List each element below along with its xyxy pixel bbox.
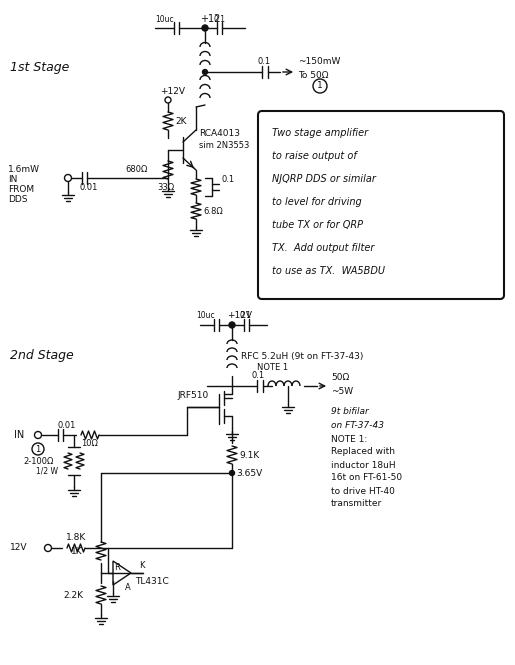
Text: 1st Stage: 1st Stage [10, 61, 70, 74]
Text: 50Ω: 50Ω [331, 372, 349, 382]
Text: 0.1: 0.1 [240, 311, 252, 321]
Text: IN: IN [14, 430, 24, 440]
Text: 10uc: 10uc [196, 311, 215, 321]
Text: 1: 1 [36, 444, 41, 454]
Text: 0.1: 0.1 [252, 372, 265, 380]
Text: +12V: +12V [160, 86, 185, 96]
Text: 6.8Ω: 6.8Ω [203, 207, 223, 215]
Text: to level for driving: to level for driving [272, 197, 362, 207]
Text: NJQRP DDS or similar: NJQRP DDS or similar [272, 174, 376, 184]
Text: 0.01: 0.01 [79, 182, 97, 192]
Text: NOTE 1:: NOTE 1: [331, 434, 367, 444]
Text: 0.1: 0.1 [221, 176, 234, 184]
Text: tube TX or for QRP: tube TX or for QRP [272, 220, 363, 230]
Text: 1.6mW: 1.6mW [8, 166, 40, 174]
Text: RFC 5.2uH (9t on FT-37-43): RFC 5.2uH (9t on FT-37-43) [241, 352, 364, 362]
Text: 1: 1 [317, 82, 323, 90]
Text: 0.01: 0.01 [57, 420, 75, 430]
Text: 1K: 1K [72, 547, 83, 555]
Text: TL431C: TL431C [135, 577, 169, 585]
Circle shape [202, 70, 208, 74]
Text: +12: +12 [200, 14, 220, 24]
Text: to drive HT-40: to drive HT-40 [331, 487, 395, 495]
Circle shape [230, 323, 234, 327]
Text: 0.1: 0.1 [213, 15, 225, 23]
Text: FROM: FROM [8, 186, 34, 194]
Circle shape [230, 471, 234, 475]
Text: 1.8K: 1.8K [66, 533, 86, 543]
Text: to raise output of: to raise output of [272, 151, 357, 161]
Text: NOTE 1: NOTE 1 [257, 362, 288, 372]
Text: 1/2 W: 1/2 W [36, 467, 58, 475]
FancyBboxPatch shape [258, 111, 504, 299]
Text: 2K: 2K [175, 116, 186, 126]
Text: To 50Ω: To 50Ω [298, 72, 329, 80]
Text: R: R [114, 563, 120, 571]
Text: 10uc: 10uc [155, 15, 174, 23]
Circle shape [202, 25, 208, 31]
Text: 12V: 12V [10, 543, 27, 553]
Text: IN: IN [8, 176, 18, 184]
Text: 2.2K: 2.2K [63, 591, 83, 600]
Text: to use as TX.  WA5BDU: to use as TX. WA5BDU [272, 266, 385, 276]
Text: 0.1: 0.1 [257, 57, 270, 66]
Text: sim 2N3553: sim 2N3553 [199, 140, 249, 150]
Text: Two stage amplifier: Two stage amplifier [272, 128, 368, 138]
Text: 680Ω: 680Ω [126, 166, 148, 174]
Text: RCA4013: RCA4013 [199, 130, 240, 138]
Text: TX.  Add output filter: TX. Add output filter [272, 243, 374, 253]
Text: ~5W: ~5W [331, 386, 353, 396]
Text: ~150mW: ~150mW [298, 57, 340, 66]
Text: transmitter: transmitter [331, 499, 382, 509]
Text: JRF510: JRF510 [177, 392, 208, 400]
Text: 9t bifilar: 9t bifilar [331, 406, 369, 416]
Text: 9.1K: 9.1K [239, 450, 259, 460]
Text: inductor 18uH: inductor 18uH [331, 460, 396, 469]
Text: 2nd Stage: 2nd Stage [10, 348, 74, 362]
Text: 33Ω: 33Ω [157, 182, 174, 192]
Text: Replaced with: Replaced with [331, 448, 395, 456]
Text: DDS: DDS [8, 196, 27, 205]
Text: A: A [125, 583, 131, 593]
Text: K: K [139, 561, 145, 571]
Text: 2-100Ω: 2-100Ω [24, 456, 54, 466]
Text: 3.65V: 3.65V [236, 469, 262, 477]
Text: 10Ω: 10Ω [81, 438, 98, 448]
Text: +12V: +12V [227, 311, 252, 321]
Text: on FT-37-43: on FT-37-43 [331, 420, 384, 430]
Text: 16t on FT-61-50: 16t on FT-61-50 [331, 473, 402, 483]
